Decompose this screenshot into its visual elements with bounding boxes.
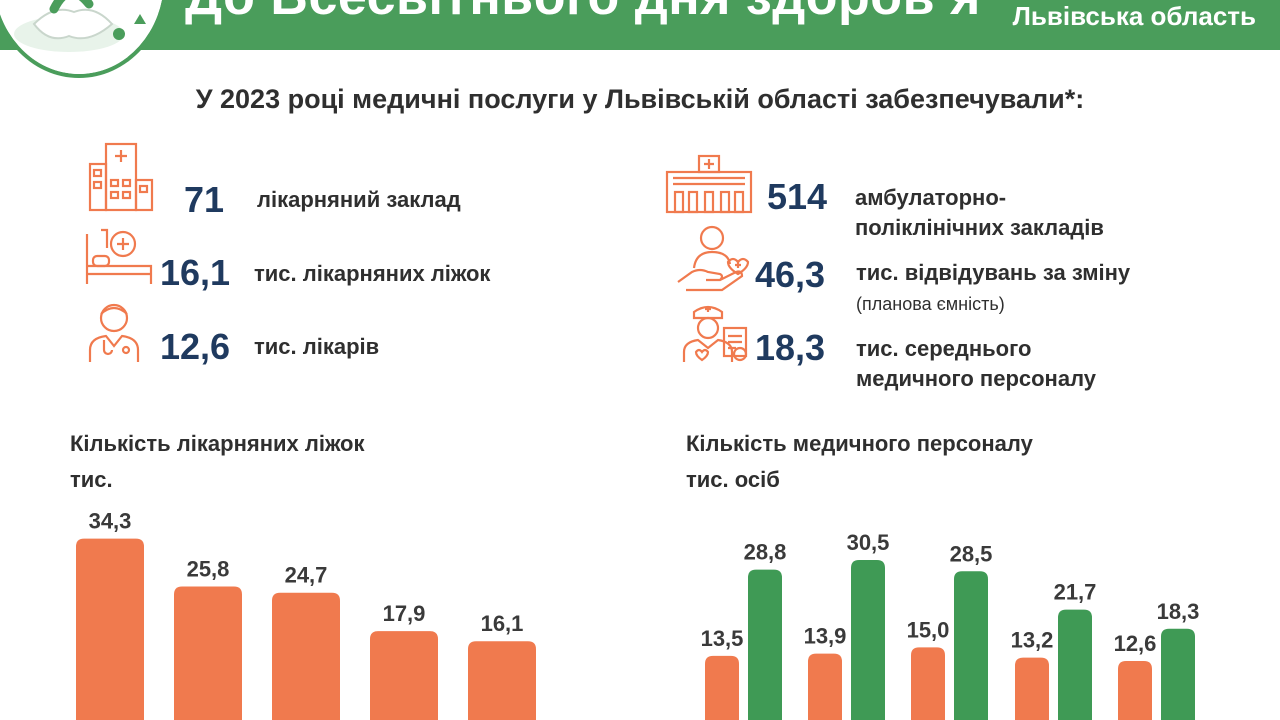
stat-clinics-label-line1: амбулаторно- bbox=[855, 185, 1007, 210]
staff-bar-chart: 13,5 28,8 13,9 30,5 15,0 28,5 13,221,7 12,618,3 bbox=[701, 530, 1200, 720]
beds-bar-5-label: 16,1 bbox=[481, 611, 524, 636]
logo-illustration bbox=[0, 0, 168, 78]
beds-bar-4-label: 17,9 bbox=[383, 601, 426, 626]
stat-beds-label: тис. лікарняних ліжок bbox=[254, 261, 491, 286]
hospital-bed-icon bbox=[85, 228, 153, 284]
stat-hospitals-label: лікарняний заклад bbox=[257, 187, 461, 212]
staff-chart-title: Кількість медичного персоналу bbox=[686, 431, 1033, 456]
stat-beds-value: 16,1 bbox=[160, 252, 231, 293]
staff-bar-orange-2 bbox=[808, 653, 842, 720]
beds-bar-3 bbox=[272, 592, 340, 720]
staff-bar-green-5-label: 18,3 bbox=[1157, 599, 1200, 624]
patient-care-hand-icon bbox=[677, 225, 750, 292]
staff-bar-orange-3-label: 15,0 bbox=[907, 617, 950, 642]
staff-bar-green-4-label: 21,7 bbox=[1054, 580, 1097, 605]
beds-chart-title: Кількість лікарняних ліжок bbox=[70, 431, 365, 456]
stat-nurses-label-line2: медичного персоналу bbox=[856, 366, 1097, 391]
stat-doctors-label: тис. лікарів bbox=[254, 334, 380, 359]
stat-clinics-label-line2: поліклінічних закладів bbox=[855, 215, 1104, 240]
staff-bar-orange-5-label: 12,6 bbox=[1114, 631, 1157, 656]
staff-bar-orange-1 bbox=[705, 655, 739, 720]
beds-bar-4 bbox=[370, 631, 438, 720]
stat-nurses-value: 18,3 bbox=[755, 327, 826, 368]
beds-chart-unit: тис. bbox=[70, 467, 113, 492]
staff-bar-orange-1-label: 13,5 bbox=[701, 626, 744, 651]
staff-bar-green-5 bbox=[1161, 628, 1195, 720]
staff-bar-green-3-label: 28,5 bbox=[950, 541, 993, 566]
beds-bar-1 bbox=[76, 538, 144, 720]
person-illustration-icon bbox=[0, 0, 164, 74]
region-label: Львівська область bbox=[1012, 1, 1256, 31]
beds-bar-1-label: 34,3 bbox=[89, 509, 132, 534]
stat-clinics-value: 514 bbox=[767, 176, 828, 217]
hospital-building-icon bbox=[88, 142, 154, 212]
staff-bar-green-2 bbox=[851, 560, 885, 720]
stat-visits-label: тис. відвідувань за зміну bbox=[856, 260, 1131, 285]
staff-chart-unit: тис. осіб bbox=[686, 467, 780, 492]
beds-bar-2 bbox=[174, 586, 242, 720]
staff-bar-green-2-label: 30,5 bbox=[847, 530, 890, 555]
headline: У 2023 році медичні послуги у Львівській… bbox=[195, 84, 1085, 114]
staff-bar-green-3 bbox=[954, 571, 988, 720]
stat-nurses-label-line1: тис. середнього bbox=[856, 336, 1032, 361]
stat-visits-value: 46,3 bbox=[755, 254, 826, 295]
staff-bar-orange-4 bbox=[1015, 657, 1049, 720]
staff-bar-green-1-label: 28,8 bbox=[744, 540, 787, 565]
stat-visits-note: (планова ємність) bbox=[856, 294, 1005, 314]
stat-hospitals-value: 71 bbox=[184, 179, 225, 220]
stat-doctors-value: 12,6 bbox=[160, 326, 231, 367]
clinic-building-icon bbox=[665, 154, 753, 214]
nurse-icon bbox=[682, 305, 748, 362]
header-title: До Всесвітнього дня здоров’я bbox=[185, 0, 981, 27]
staff-bar-orange-3 bbox=[911, 647, 945, 720]
beds-bar-3-label: 24,7 bbox=[285, 563, 328, 588]
beds-bar-chart: 34,3 25,8 24,7 17,9 16,1 bbox=[76, 509, 536, 720]
staff-bar-orange-2-label: 13,9 bbox=[804, 624, 847, 649]
beds-bar-5 bbox=[468, 641, 536, 720]
staff-bar-orange-5 bbox=[1118, 660, 1152, 720]
doctor-icon bbox=[88, 303, 140, 362]
staff-bar-green-1 bbox=[748, 569, 782, 720]
header-banner: До Всесвітнього дня здоров’я Львівська о… bbox=[0, 0, 1280, 50]
beds-bar-2-label: 25,8 bbox=[187, 557, 230, 582]
staff-bar-green-4 bbox=[1058, 609, 1092, 720]
staff-bar-orange-4-label: 13,2 bbox=[1011, 628, 1054, 653]
